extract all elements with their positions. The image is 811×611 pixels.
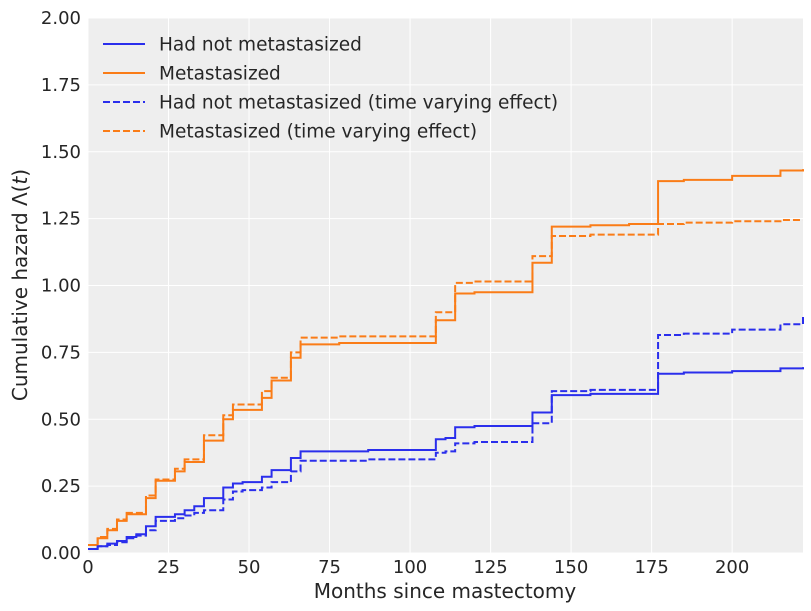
y-axis-title: Cumulative hazard Λ(t): [8, 169, 32, 401]
series-line-1: [88, 367, 804, 550]
legend-label: Had not metastasized: [159, 35, 362, 56]
legend-label: Metastasized (time varying effect): [159, 122, 477, 143]
y-tick-label: 1.50: [41, 142, 81, 163]
y-axis-title-main: Cumulative hazard Λ(: [8, 185, 32, 402]
y-tick-label: 0.75: [41, 342, 81, 363]
legend: Had not metastasized Metastasized Had not …: [103, 35, 558, 143]
x-tick-label: 100: [393, 557, 427, 578]
x-tick-label: 50: [238, 557, 261, 578]
y-tick-label: 0.00: [41, 543, 81, 564]
x-tick-label: 125: [473, 557, 507, 578]
y-tick-label: 1.00: [41, 276, 81, 297]
x-tick-label: 200: [715, 557, 749, 578]
y-tick-label: 2.00: [41, 8, 81, 29]
y-tick-label: 1.25: [41, 209, 81, 230]
y-tick-labels: 0.00 0.25 0.50 0.75 1.00 1.25 1.50 1.75 2.00: [41, 8, 81, 564]
x-tick-label: 0: [82, 557, 93, 578]
y-axis-title-close: ): [8, 169, 32, 177]
x-axis-title: Months since mastectomy: [314, 579, 577, 603]
y-tick-label: 1.75: [41, 75, 81, 96]
x-tick-labels: 0 25 50 75 100 125 150 175 200: [82, 557, 749, 578]
series-line-3: [88, 316, 804, 550]
y-tick-label: 0.25: [41, 476, 81, 497]
grid: [87, 17, 803, 554]
y-tick-label: 0.50: [41, 409, 81, 430]
y-axis-title-var: t: [8, 176, 32, 185]
x-tick-label: 75: [318, 557, 341, 578]
legend-label: Metastasized: [159, 64, 281, 85]
x-tick-label: 25: [157, 557, 180, 578]
series-line-4: [88, 218, 803, 546]
x-tick-label: 150: [554, 557, 588, 578]
x-tick-label: 175: [634, 557, 668, 578]
legend-label: Had not metastasized (time varying effec…: [159, 93, 558, 114]
series-layer: [88, 169, 804, 550]
